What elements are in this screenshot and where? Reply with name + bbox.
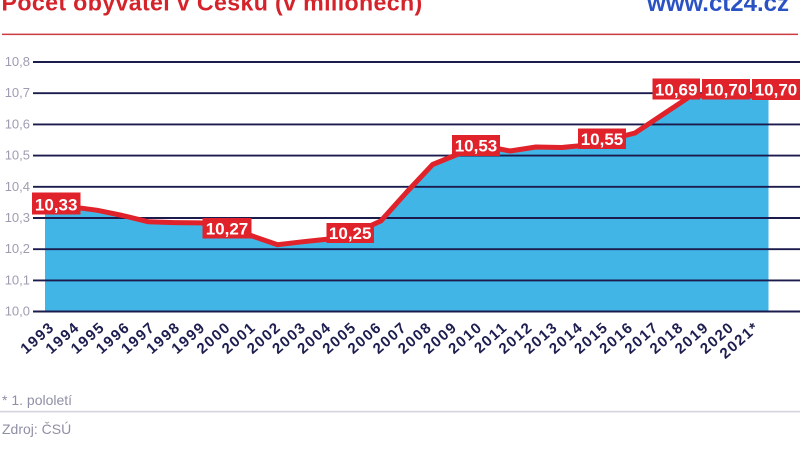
- svg-text:10,6: 10,6: [5, 116, 30, 131]
- svg-text:10,33: 10,33: [35, 196, 78, 215]
- svg-text:10,55: 10,55: [581, 130, 624, 149]
- svg-text:10,25: 10,25: [329, 224, 372, 243]
- svg-text:10,3: 10,3: [5, 210, 30, 225]
- svg-text:10,70: 10,70: [755, 81, 798, 100]
- svg-text:www.ct24.cz: www.ct24.cz: [646, 0, 789, 17]
- svg-text:10,27: 10,27: [206, 220, 249, 239]
- svg-text:* 1. pololetí: * 1. pololetí: [2, 392, 72, 408]
- svg-text:10,5: 10,5: [5, 148, 30, 163]
- svg-text:10,4: 10,4: [5, 179, 30, 194]
- svg-text:10,70: 10,70: [705, 81, 748, 100]
- svg-text:10,2: 10,2: [5, 241, 30, 256]
- svg-text:Počet obyvatel v Česku (v mili: Počet obyvatel v Česku (v milionech): [2, 0, 423, 15]
- svg-text:10,8: 10,8: [5, 54, 30, 69]
- svg-text:10,7: 10,7: [5, 85, 30, 100]
- svg-text:10,69: 10,69: [655, 81, 698, 100]
- svg-text:10,1: 10,1: [5, 272, 30, 287]
- svg-text:10,0: 10,0: [5, 304, 30, 319]
- svg-text:10,53: 10,53: [455, 137, 498, 156]
- svg-text:Zdroj: ČSÚ: Zdroj: ČSÚ: [2, 421, 71, 437]
